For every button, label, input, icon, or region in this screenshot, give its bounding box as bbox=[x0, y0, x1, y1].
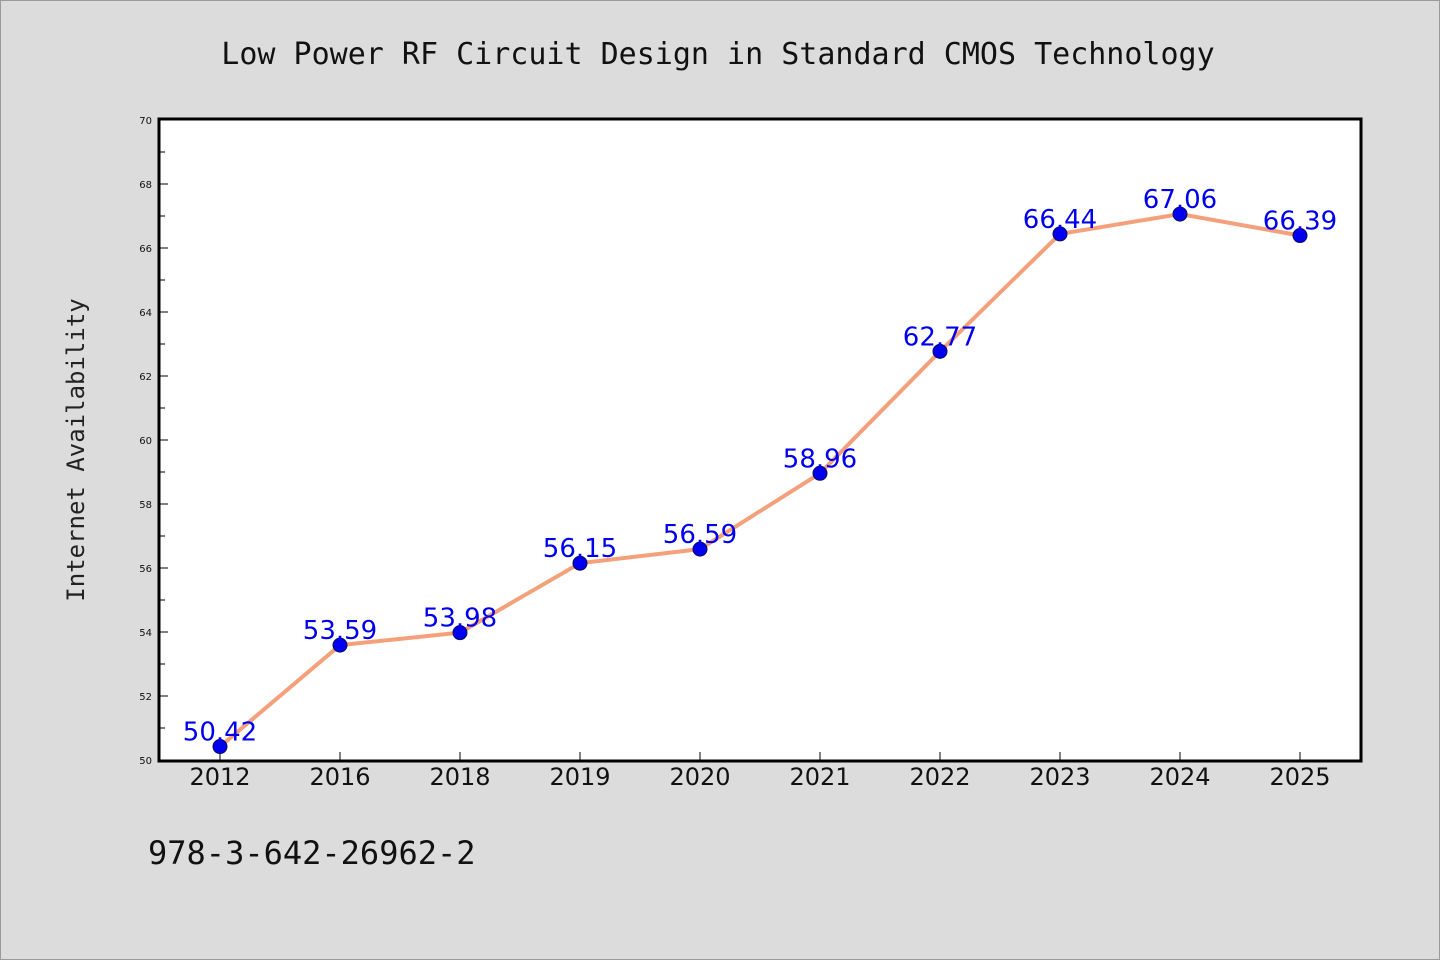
data-label: 67.06 bbox=[1143, 185, 1217, 215]
chart-title: Low Power RF Circuit Design in Standard … bbox=[221, 37, 1214, 72]
data-label: 66.39 bbox=[1263, 207, 1337, 237]
markers-group bbox=[212, 206, 1308, 755]
data-point-marker bbox=[212, 739, 228, 755]
x-tick-label: 2012 bbox=[189, 763, 250, 791]
x-tick-label: 2022 bbox=[909, 763, 970, 791]
data-point-marker bbox=[332, 637, 348, 653]
data-point-marker bbox=[452, 625, 468, 641]
y-axis-label: Internet Availability bbox=[62, 298, 90, 601]
data-label: 56.15 bbox=[543, 534, 617, 564]
y-tick-label: 56 bbox=[139, 564, 152, 575]
data-point-marker bbox=[812, 465, 828, 481]
data-label: 53.98 bbox=[423, 604, 497, 634]
y-tick-label: 50 bbox=[139, 756, 152, 767]
y-tick-label: 54 bbox=[139, 628, 152, 639]
data-point-marker bbox=[1052, 226, 1068, 242]
x-tick-label: 2023 bbox=[1029, 763, 1090, 791]
footer-isbn: 978-3-642-26962-2 bbox=[148, 834, 476, 872]
data-labels-group: 50.42 53.59 53.98 56.15 56.59 58.96 62.77 66.44… bbox=[183, 185, 1337, 747]
x-tick-label: 2025 bbox=[1269, 763, 1330, 791]
data-point-marker bbox=[692, 541, 708, 557]
x-tick-label: 2018 bbox=[429, 763, 490, 791]
data-label: 58.96 bbox=[783, 444, 857, 474]
data-label: 50.42 bbox=[183, 718, 257, 748]
y-tick-label: 62 bbox=[139, 372, 152, 383]
y-tick-label: 60 bbox=[139, 436, 152, 447]
data-point-marker bbox=[1292, 228, 1308, 244]
data-label: 53.59 bbox=[303, 616, 377, 646]
y-axis: 50 52 54 56 58 60 62 64 66 68 70 bbox=[139, 116, 168, 767]
series-line bbox=[218, 212, 1302, 749]
x-tick-label: 2016 bbox=[309, 763, 370, 791]
y-tick-label: 70 bbox=[139, 116, 152, 127]
y-tick-label: 64 bbox=[139, 308, 152, 319]
x-tick-label: 2024 bbox=[1149, 763, 1210, 791]
x-tick-label: 2020 bbox=[669, 763, 730, 791]
y-tick-label: 66 bbox=[139, 244, 152, 255]
data-point-marker bbox=[572, 555, 588, 571]
data-label: 66.44 bbox=[1023, 205, 1097, 235]
y-tick-label: 68 bbox=[139, 180, 152, 191]
x-tick-label: 2021 bbox=[789, 763, 850, 791]
data-point-marker bbox=[1172, 206, 1188, 222]
data-label: 62.77 bbox=[903, 322, 977, 352]
plot-area bbox=[157, 117, 1363, 763]
x-tick-label: 2019 bbox=[549, 763, 610, 791]
data-label: 56.59 bbox=[663, 520, 737, 550]
y-tick-label: 52 bbox=[139, 692, 152, 703]
y-tick-label: 58 bbox=[139, 500, 152, 511]
x-axis: 2012 2016 2018 2019 2020 2021 2022 2023 2024 2025 bbox=[189, 752, 1331, 791]
data-point-marker bbox=[932, 343, 948, 359]
series-line-group bbox=[218, 212, 1302, 749]
